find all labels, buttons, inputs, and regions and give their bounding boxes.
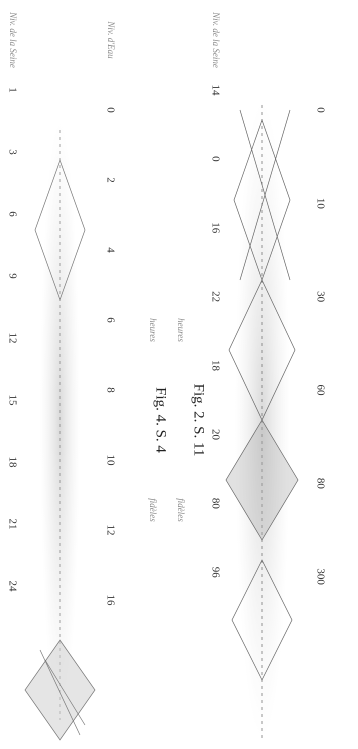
row-label: 18 bbox=[209, 360, 221, 372]
note: fidèles bbox=[176, 498, 186, 522]
figure-caption: Fig. 2. S. 11 bbox=[191, 384, 207, 457]
row-label: 0 bbox=[209, 156, 221, 162]
row-label: 20 bbox=[209, 429, 221, 441]
row-label: 3 bbox=[6, 149, 18, 155]
row-label: 21 bbox=[6, 519, 18, 530]
row-label: 300 bbox=[314, 568, 326, 585]
row-label: 18 bbox=[6, 457, 18, 469]
row-label: 96 bbox=[209, 567, 221, 579]
figure-1-drawing bbox=[25, 120, 95, 740]
figure-2-drawing bbox=[226, 100, 298, 740]
row-label: 22 bbox=[209, 291, 221, 302]
row-label: 0 bbox=[104, 107, 116, 113]
row-label: 8 bbox=[104, 387, 116, 393]
note: fidèles bbox=[148, 498, 158, 522]
note: heures bbox=[148, 318, 158, 342]
level-label: Niv. de la Seine bbox=[8, 11, 18, 68]
row-label: 24 bbox=[6, 581, 18, 593]
figure-caption: Fig. 4. S. 4 bbox=[153, 387, 169, 453]
row-label: 10 bbox=[104, 455, 116, 467]
plate: Fig. 4. S. 4 Niv. de la Seine Niv. d'Eau 1 3… bbox=[0, 0, 358, 749]
row-label: 80 bbox=[209, 498, 221, 510]
row-label: 80 bbox=[314, 478, 326, 490]
row-label: 12 bbox=[104, 525, 116, 536]
row-label: 12 bbox=[6, 333, 18, 344]
row-label: 14 bbox=[209, 85, 221, 97]
row-label: 10 bbox=[314, 198, 326, 210]
note: heures bbox=[176, 318, 186, 342]
level-label: Niv. d'Eau bbox=[106, 20, 116, 59]
row-label: 9 bbox=[6, 273, 18, 279]
level-label: Niv. de la Seine bbox=[211, 11, 221, 68]
row-label: 4 bbox=[104, 247, 116, 253]
row-label: 1 bbox=[6, 87, 18, 93]
row-label: 6 bbox=[104, 317, 116, 323]
row-label: 6 bbox=[6, 211, 18, 217]
row-label: 60 bbox=[314, 385, 326, 397]
row-label: 2 bbox=[104, 177, 116, 183]
row-label: 16 bbox=[104, 595, 116, 607]
page: {"figures": [ {"caption": "Fig. 4. S. 4"… bbox=[0, 0, 358, 749]
row-label: 16 bbox=[209, 222, 221, 234]
row-label: 30 bbox=[314, 291, 326, 303]
row-label: 0 bbox=[314, 107, 326, 113]
row-label: 15 bbox=[6, 395, 18, 407]
